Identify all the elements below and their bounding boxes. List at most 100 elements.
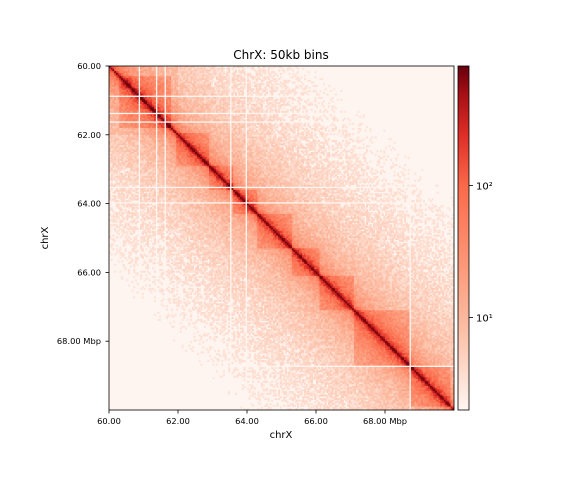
heatmap-cell (143, 67, 146, 70)
heatmap-cell (202, 105, 205, 108)
heatmap-cell (110, 141, 113, 144)
heatmap-cell (129, 251, 132, 254)
heatmap-cell (260, 81, 263, 84)
heatmap-cell (121, 72, 124, 75)
heatmap-cell (205, 110, 208, 113)
heatmap-cell (134, 153, 137, 156)
heatmap-cell (140, 248, 143, 251)
heatmap-cell (186, 69, 189, 72)
heatmap-cell (231, 100, 234, 103)
heatmap-cell (297, 67, 300, 70)
heatmap-cell (150, 239, 153, 242)
heatmap-cell (145, 146, 148, 149)
heatmap-cell (233, 100, 236, 103)
heatmap-cell (203, 109, 206, 112)
heatmap-cell (122, 160, 125, 163)
heatmap-cell (110, 78, 113, 81)
heatmap-cell (162, 248, 165, 251)
heatmap-cell (124, 224, 127, 227)
heatmap-cell (145, 127, 148, 130)
heatmap-cell (157, 119, 160, 122)
heatmap-cell (174, 90, 177, 93)
heatmap-cell (267, 67, 270, 70)
heatmap-cell (196, 86, 200, 89)
heatmap-cell (148, 84, 151, 87)
heatmap-cell (110, 176, 113, 179)
heatmap-cell (131, 219, 134, 222)
heatmap-cell (169, 76, 172, 79)
heatmap-cell (253, 109, 256, 112)
heatmap-cell (124, 76, 127, 79)
heatmap-cell (136, 115, 139, 118)
heatmap-cell (233, 83, 236, 86)
heatmap-cell (122, 155, 125, 158)
heatmap-cell (169, 84, 172, 87)
heatmap-cell (110, 74, 113, 77)
heatmap-cell (110, 158, 113, 161)
heatmap-cell (231, 79, 234, 82)
heatmap-cell (184, 98, 187, 101)
heatmap-cell (141, 225, 144, 229)
heatmap-cell (214, 71, 217, 74)
heatmap-cell (143, 134, 146, 137)
heatmap-cell (117, 110, 120, 113)
heatmap-cell (148, 93, 151, 96)
heatmap-cell (302, 88, 305, 91)
heatmap-cell (200, 100, 203, 103)
heatmap-cell (115, 66, 118, 69)
heatmap-cell (359, 124, 362, 127)
heatmap-cell (293, 81, 296, 84)
heatmap-cell (172, 76, 175, 79)
heatmap-cell (140, 90, 143, 93)
heatmap-cell (169, 72, 172, 75)
heatmap-cell (152, 287, 155, 290)
heatmap-cell (269, 72, 272, 75)
heatmap-cell (121, 127, 124, 130)
heatmap-cell (162, 298, 165, 301)
heatmap-cell (222, 103, 225, 106)
heatmap-cell (253, 96, 256, 100)
heatmap-cell (112, 107, 115, 110)
heatmap-cell (131, 117, 134, 120)
heatmap-cell (219, 71, 222, 74)
heatmap-cell (224, 109, 227, 112)
heatmap-cell (110, 182, 113, 186)
heatmap-cell (297, 79, 300, 82)
heatmap-cell (110, 200, 113, 203)
heatmap-cell (143, 229, 146, 232)
heatmap-cell (274, 66, 277, 69)
heatmap-cell (190, 83, 193, 86)
heatmap-cell (126, 127, 129, 130)
heatmap-cell (143, 100, 146, 103)
heatmap-cell (183, 102, 186, 105)
heatmap-cell (136, 169, 139, 172)
heatmap-cell (167, 90, 170, 93)
heatmap-cell (307, 79, 310, 82)
heatmap-cell (127, 270, 131, 273)
heatmap-cell (188, 88, 191, 91)
heatmap-cell (298, 107, 301, 110)
heatmap-cell (271, 76, 274, 79)
heatmap-cell (126, 93, 129, 96)
heatmap-cell (178, 79, 181, 82)
heatmap-cell (109, 114, 112, 117)
heatmap-cell (141, 195, 144, 198)
heatmap-cell (264, 76, 267, 79)
heatmap-cell (140, 96, 143, 100)
heatmap-cell (127, 143, 131, 146)
heatmap-cell (202, 91, 205, 94)
heatmap-cell (152, 267, 155, 270)
heatmap-cell (159, 102, 162, 105)
heatmap-cell (110, 162, 113, 165)
heatmap-cell (146, 96, 150, 100)
heatmap-cell (247, 83, 250, 86)
heatmap-cell (222, 81, 225, 84)
heatmap-cell (157, 109, 160, 112)
heatmap-cell (131, 76, 134, 79)
heatmap-cell (114, 67, 117, 70)
heatmap-cell (119, 102, 122, 105)
heatmap-cell (119, 251, 122, 254)
heatmap-cell (174, 66, 177, 69)
heatmap-cell (129, 109, 132, 112)
heatmap-cell (115, 83, 118, 86)
